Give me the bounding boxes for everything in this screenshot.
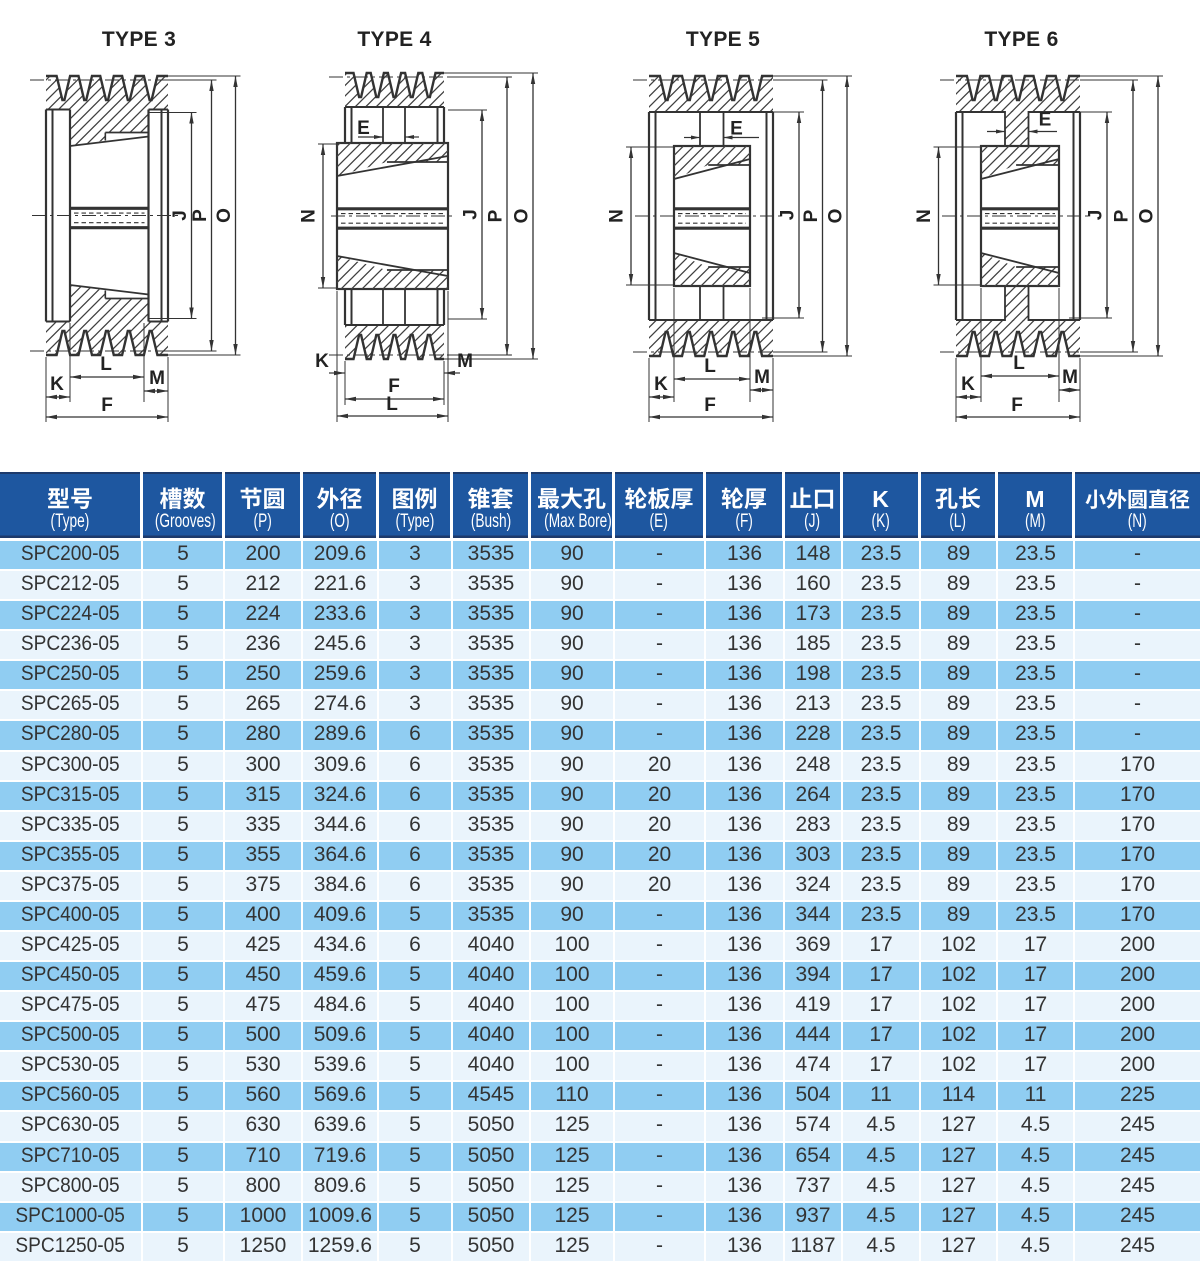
svg-text:M: M	[754, 367, 770, 388]
svg-text:E: E	[357, 118, 370, 139]
svg-text:N: N	[299, 209, 320, 223]
svg-text:E: E	[730, 119, 743, 140]
svg-text:F: F	[704, 395, 716, 416]
svg-text:J: J	[778, 210, 799, 221]
svg-text:TYPE 5: TYPE 5	[686, 28, 760, 51]
svg-text:L: L	[704, 356, 716, 377]
svg-text:K: K	[315, 351, 329, 372]
svg-text:F: F	[388, 376, 400, 397]
svg-text:TYPE 6: TYPE 6	[984, 28, 1058, 51]
svg-text:J: J	[1086, 210, 1107, 221]
svg-text:L: L	[1013, 353, 1025, 374]
svg-text:K: K	[654, 374, 668, 395]
svg-text:O: O	[1137, 209, 1158, 224]
svg-text:J: J	[461, 209, 482, 220]
svg-text:TYPE 3: TYPE 3	[102, 28, 176, 51]
svg-text:O: O	[512, 209, 533, 224]
svg-text:K: K	[961, 374, 975, 395]
svg-text:L: L	[100, 354, 112, 375]
svg-text:J: J	[170, 210, 191, 221]
svg-text:P: P	[486, 209, 507, 222]
svg-text:TYPE 4: TYPE 4	[357, 28, 431, 51]
svg-text:F: F	[101, 395, 113, 416]
svg-text:N: N	[914, 209, 935, 223]
svg-text:E: E	[1039, 110, 1052, 131]
svg-text:O: O	[214, 208, 235, 223]
svg-text:N: N	[607, 209, 628, 223]
svg-text:L: L	[386, 394, 398, 415]
svg-text:F: F	[1011, 395, 1023, 416]
svg-text:M: M	[457, 351, 473, 372]
svg-text:P: P	[801, 209, 822, 222]
svg-text:P: P	[1112, 209, 1133, 222]
svg-text:M: M	[1062, 367, 1078, 388]
svg-text:K: K	[50, 374, 64, 395]
svg-text:P: P	[190, 209, 211, 222]
svg-text:M: M	[149, 368, 165, 389]
svg-text:O: O	[826, 209, 847, 224]
